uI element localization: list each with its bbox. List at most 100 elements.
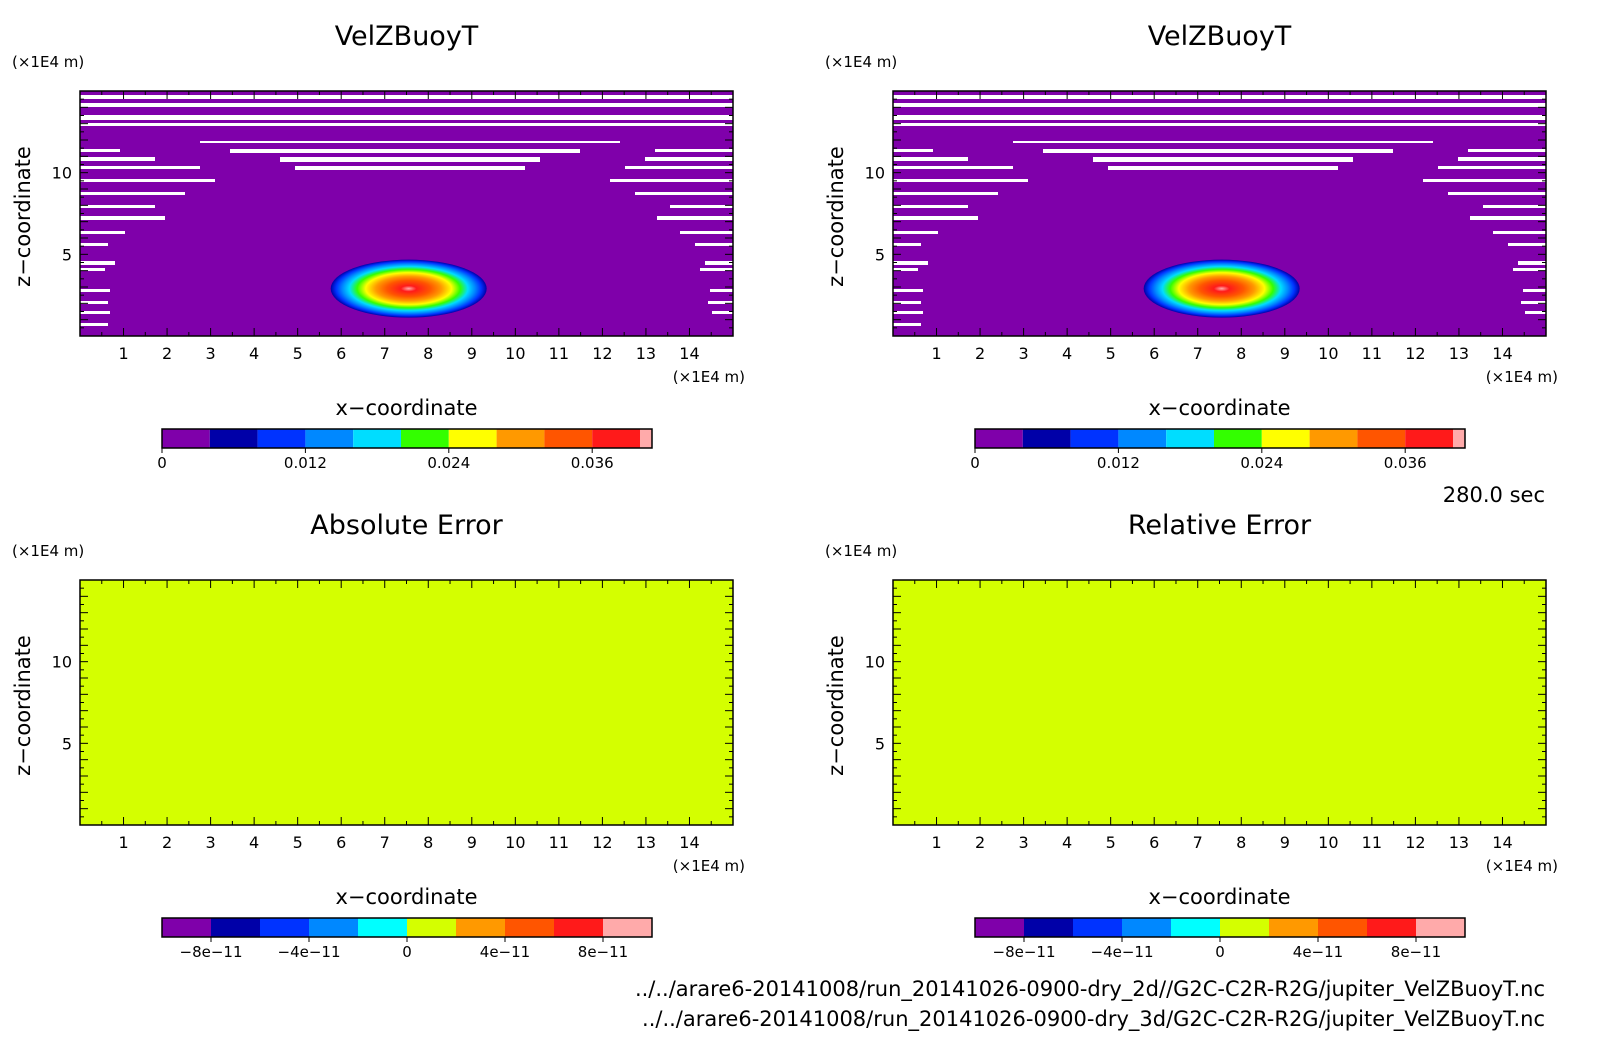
field-gap [1508, 243, 1546, 246]
colorbar-swatch [544, 429, 593, 448]
field-gap [80, 301, 108, 304]
field-gap [712, 311, 733, 314]
field-gap [1525, 311, 1546, 314]
colorbar-tick-label: 0 [1215, 943, 1225, 961]
colorbar-swatch [1318, 918, 1367, 937]
colorbar-swatch [1022, 429, 1071, 448]
colorbar-tick-label: 4e−11 [480, 943, 530, 961]
field-gap [80, 123, 733, 126]
colorbar-frame [161, 428, 653, 449]
x-tick-label: 10 [505, 833, 525, 852]
field-gap [700, 268, 733, 271]
x-tick-label: 6 [336, 344, 346, 363]
anomaly-blob [330, 259, 487, 318]
colorbar-swatch [162, 918, 211, 937]
x-tick-label: 10 [1318, 344, 1338, 363]
field-gap [1093, 157, 1353, 162]
x-tick-label: 10 [1318, 833, 1338, 852]
colorbar-frame [974, 428, 1466, 449]
colorbar-swatch [401, 429, 449, 448]
field-gap [1470, 216, 1546, 220]
x-tick-label: 9 [467, 344, 477, 363]
field-gap [893, 123, 1546, 126]
panel-title: VelZBuoyT [335, 21, 479, 52]
x-tick-label: 5 [293, 833, 303, 852]
x-tick-label: 13 [1449, 833, 1469, 852]
x-tick-label: 10 [505, 344, 525, 363]
x-tick-label: 12 [592, 833, 612, 852]
field-gap [893, 149, 933, 152]
colorbar-swatch [554, 918, 603, 937]
colorbar-swatch [1220, 918, 1269, 937]
x-tick-label: 3 [1019, 344, 1029, 363]
colorbar-swatch [1024, 918, 1073, 937]
field-gap [893, 289, 923, 292]
field-gap [80, 205, 155, 208]
field-gap [893, 157, 968, 161]
x-tick-label: 7 [380, 344, 390, 363]
field-gap [80, 216, 165, 220]
colorbar-swatch [305, 429, 354, 448]
x-tick-label: 8 [423, 344, 433, 363]
x-tick-label: 11 [1362, 833, 1382, 852]
colorbar-swatch [1309, 429, 1358, 448]
colorbar-swatch [1416, 918, 1465, 937]
x-tick-label: 1 [931, 833, 941, 852]
field-gap [893, 268, 918, 271]
colorbar-swatch [260, 918, 309, 937]
x-tick-label: 8 [1236, 833, 1246, 852]
field-gap [893, 205, 968, 208]
x-tick-label: 13 [1449, 344, 1469, 363]
field-gap [1518, 261, 1546, 265]
colorbar-swatch [456, 918, 505, 937]
colorbar-swatch [1367, 918, 1416, 937]
x-tick-label: 14 [679, 833, 699, 852]
field-gap [705, 261, 733, 265]
field-gap [80, 243, 108, 246]
y-tick-label: 10 [52, 653, 72, 672]
colorbar-tick-label: −4e−11 [278, 943, 341, 961]
colorbar-swatch [309, 918, 358, 937]
x-tick-label: 7 [1193, 344, 1203, 363]
y-tick-label: 10 [865, 164, 885, 183]
file-path-3d: ../../arare6-20141008/run_20141026-0900-… [642, 1007, 1545, 1032]
x-tick-label: 13 [636, 344, 656, 363]
field-gap [1468, 149, 1546, 152]
field-gap [1108, 166, 1338, 170]
colorbar-swatch [1166, 429, 1214, 448]
colorbar-swatch [1171, 918, 1220, 937]
field-gap [1423, 179, 1546, 182]
field-gap [295, 166, 525, 170]
x-axis-label: x−coordinate [335, 396, 477, 420]
field-gap [80, 323, 108, 326]
field-gap [1043, 149, 1393, 153]
x-unit: (×1E4 m) [1486, 368, 1558, 386]
y-tick-label: 10 [865, 653, 885, 672]
field-gap [80, 289, 110, 292]
field-gap [695, 243, 733, 246]
y-tick-label: 5 [875, 245, 885, 264]
x-tick-label: 11 [549, 344, 569, 363]
colorbar: 0 0.012 0.024 0.036 [970, 428, 1466, 472]
x-axis-label: x−coordinate [1148, 885, 1290, 909]
x-unit: (×1E4 m) [1486, 857, 1558, 875]
colorbar-tick-label: 0.036 [571, 454, 614, 472]
field-gap [893, 115, 1546, 120]
field-gap [625, 166, 733, 169]
colorbar-swatch [211, 918, 260, 937]
colorbar-tick-label: 0 [970, 454, 980, 472]
field-background [893, 580, 1546, 825]
field-gap [80, 231, 125, 234]
x-tick-label: 2 [975, 344, 985, 363]
field-gap [80, 166, 200, 169]
x-tick-label: 4 [1062, 344, 1072, 363]
field-gap [1513, 268, 1546, 271]
x-tick-label: 12 [1405, 344, 1425, 363]
colorbar-swatch [1357, 429, 1406, 448]
field-gap [893, 103, 1546, 107]
field-gap [893, 301, 921, 304]
colorbar-tick-label: 0 [402, 943, 412, 961]
y-tick-label: 5 [62, 245, 72, 264]
